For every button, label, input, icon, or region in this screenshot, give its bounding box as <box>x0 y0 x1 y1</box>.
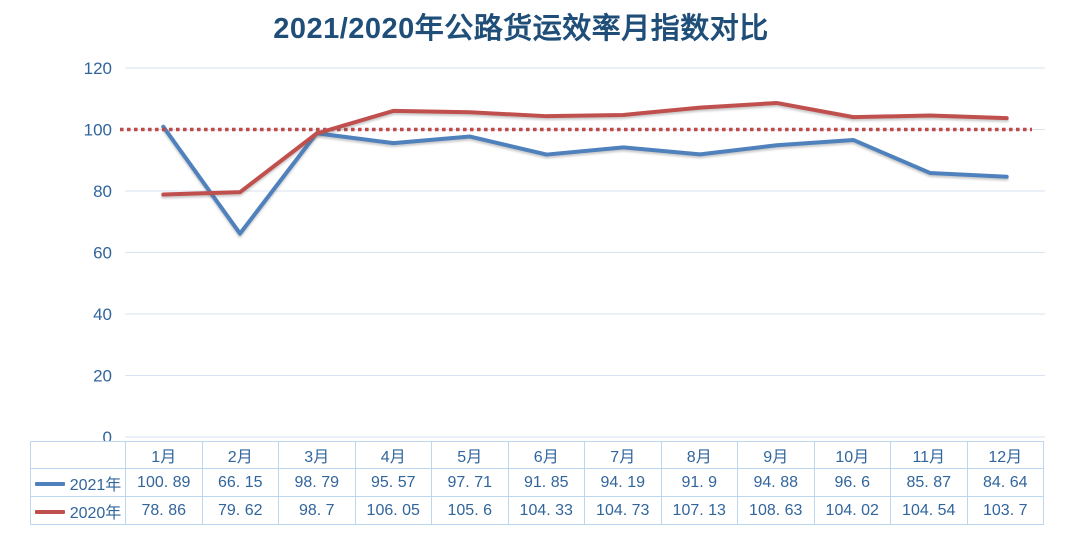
data-table: 1月 2月 3月 4月 5月 6月 7月 8月 9月 10月 11月 12月 2021年 100. 89 6… <box>30 441 1044 525</box>
month-header: 2月 <box>201 441 279 469</box>
y-axis-label: 0 <box>103 428 112 447</box>
month-header: 8月 <box>660 441 738 469</box>
table-header-row: 1月 2月 3月 4月 5月 6月 7月 8月 9月 10月 11月 12月 <box>30 441 1044 469</box>
legend-cell: 2020年 <box>30 496 126 525</box>
y-axis-label: 120 <box>84 59 112 78</box>
y-axis-label: 60 <box>93 244 112 263</box>
value-cell: 98. 7 <box>278 496 356 525</box>
legend-line-swatch <box>34 481 65 486</box>
value-cell: 104. 54 <box>890 496 968 525</box>
series-line-2020 <box>161 100 1009 197</box>
month-header: 9月 <box>737 441 815 469</box>
value-cell: 104. 73 <box>584 496 662 525</box>
value-cell: 85. 87 <box>890 468 968 497</box>
legend-line-swatch <box>34 509 65 514</box>
value-cell: 94. 88 <box>737 468 815 497</box>
y-axis-label: 20 <box>93 367 112 386</box>
value-cell: 96. 6 <box>813 468 891 497</box>
table-corner-blank <box>30 441 126 469</box>
value-cell: 95. 57 <box>354 468 432 497</box>
value-cell: 108. 63 <box>737 496 815 525</box>
month-header: 10月 <box>813 441 891 469</box>
value-cell: 100. 89 <box>125 468 203 497</box>
y-axis-label: 40 <box>93 305 112 324</box>
value-cell: 79. 62 <box>201 496 279 525</box>
month-header: 12月 <box>966 441 1044 469</box>
legend-label: 2020年 <box>69 504 122 522</box>
month-header: 4月 <box>354 441 432 469</box>
value-cell: 104. 02 <box>813 496 891 525</box>
value-cell: 103. 7 <box>966 496 1044 525</box>
y-axis-label: 80 <box>93 182 112 201</box>
legend-label: 2021年 <box>69 476 122 494</box>
series-line-2021 <box>161 124 1009 236</box>
value-cell: 66. 15 <box>201 468 279 497</box>
value-cell: 106. 05 <box>354 496 432 525</box>
chart-title: 2021/2020年公路货运效率月指数对比 <box>273 13 769 45</box>
month-header: 11月 <box>890 441 968 469</box>
value-cell: 105. 6 <box>431 496 509 525</box>
value-cell: 84. 64 <box>966 468 1044 497</box>
month-header: 6月 <box>507 441 585 469</box>
month-header: 3月 <box>278 441 356 469</box>
table-row: 2020年 78. 86 79. 62 98. 7 106. 05 105. 6 104. … <box>30 496 1044 525</box>
value-cell: 104. 33 <box>507 496 585 525</box>
value-cell: 94. 19 <box>584 468 662 497</box>
month-header: 1月 <box>125 441 203 469</box>
month-header: 5月 <box>431 441 509 469</box>
value-cell: 91. 9 <box>660 468 738 497</box>
value-cell: 98. 79 <box>278 468 356 497</box>
legend-cell: 2021年 <box>30 468 126 497</box>
value-cell: 91. 85 <box>507 468 585 497</box>
value-cell: 78. 86 <box>125 496 203 525</box>
y-axis-label: 100 <box>84 121 112 140</box>
table-row: 2021年 100. 89 66. 15 98. 79 95. 57 97. 71 91. … <box>30 468 1044 497</box>
value-cell: 97. 71 <box>431 468 509 497</box>
value-cell: 107. 13 <box>660 496 738 525</box>
month-header: 7月 <box>584 441 662 469</box>
